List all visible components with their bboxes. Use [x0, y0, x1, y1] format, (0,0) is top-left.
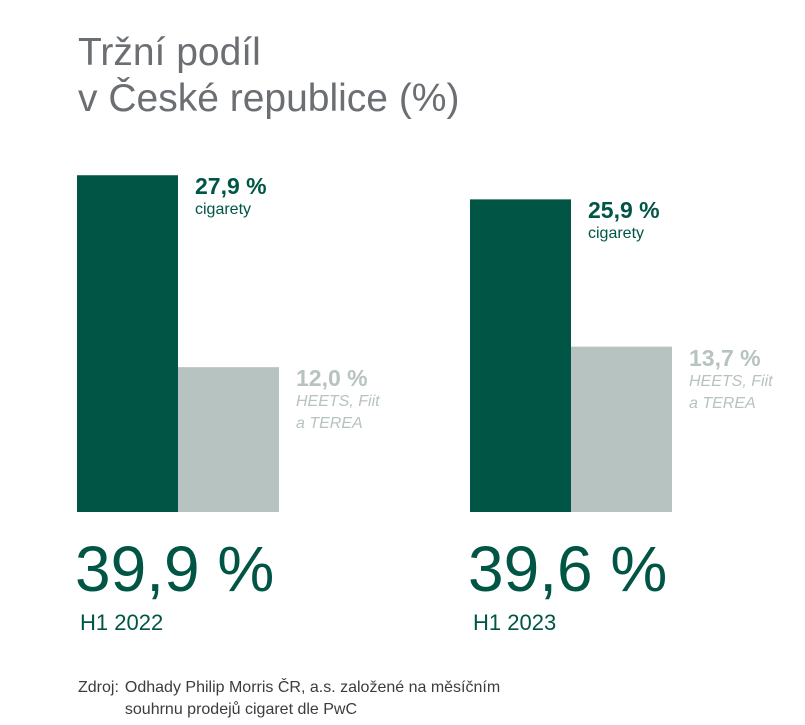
source-note: Zdroj: Odhady Philip Morris ČR, a.s. zal… — [78, 677, 500, 721]
period-label-2023: H1 2023 — [473, 610, 557, 635]
bar-sublabel-heets-2023-line-1: HEETS, Fiit — [689, 372, 773, 390]
chart-title-line-2: v České republice (%) — [78, 77, 460, 120]
source-line-2: souhrnu prodejů cigaret dle PwC — [124, 701, 358, 718]
bar-sublabel-heets-2022-line-2: a TEREA — [296, 415, 363, 433]
bar-cigarety-h1-2023 — [470, 199, 571, 513]
bar-label-heets-2023: 13,7 % — [689, 344, 761, 371]
chart-title: Tržní podíl v České republice (%) — [78, 30, 459, 122]
bar-heets-h1-2023 — [571, 346, 672, 512]
bar-heets-h1-2022 — [178, 367, 279, 512]
total-share-2023: 39,6 % — [468, 533, 668, 605]
bar-sublabel-cigarety-2022: cigarety — [195, 201, 252, 219]
source-line-1: Odhady Philip Morris ČR, a.s. založené n… — [124, 679, 501, 696]
bar-sublabel-cigarety-2023: cigarety — [588, 225, 645, 243]
bar-label-cigarety-2022: 27,9 % — [195, 173, 267, 200]
source-text: Odhady Philip Morris ČR, a.s. založené n… — [125, 677, 500, 721]
bar-label-cigarety-2023: 25,9 % — [588, 197, 660, 224]
bar-sublabel-heets-2023-line-2: a TEREA — [689, 394, 756, 412]
bar-sublabel-heets-2022-line-1: HEETS, Fiit — [296, 393, 380, 411]
period-label-2022: H1 2022 — [80, 610, 164, 635]
total-share-2022: 39,9 % — [75, 533, 275, 605]
chart-title-line-1: Tržní podíl — [78, 31, 261, 74]
bar-label-heets-2022: 12,0 % — [296, 365, 368, 392]
source-prefix: Zdroj: — [78, 679, 119, 696]
bar-cigarety-h1-2022 — [77, 175, 178, 512]
